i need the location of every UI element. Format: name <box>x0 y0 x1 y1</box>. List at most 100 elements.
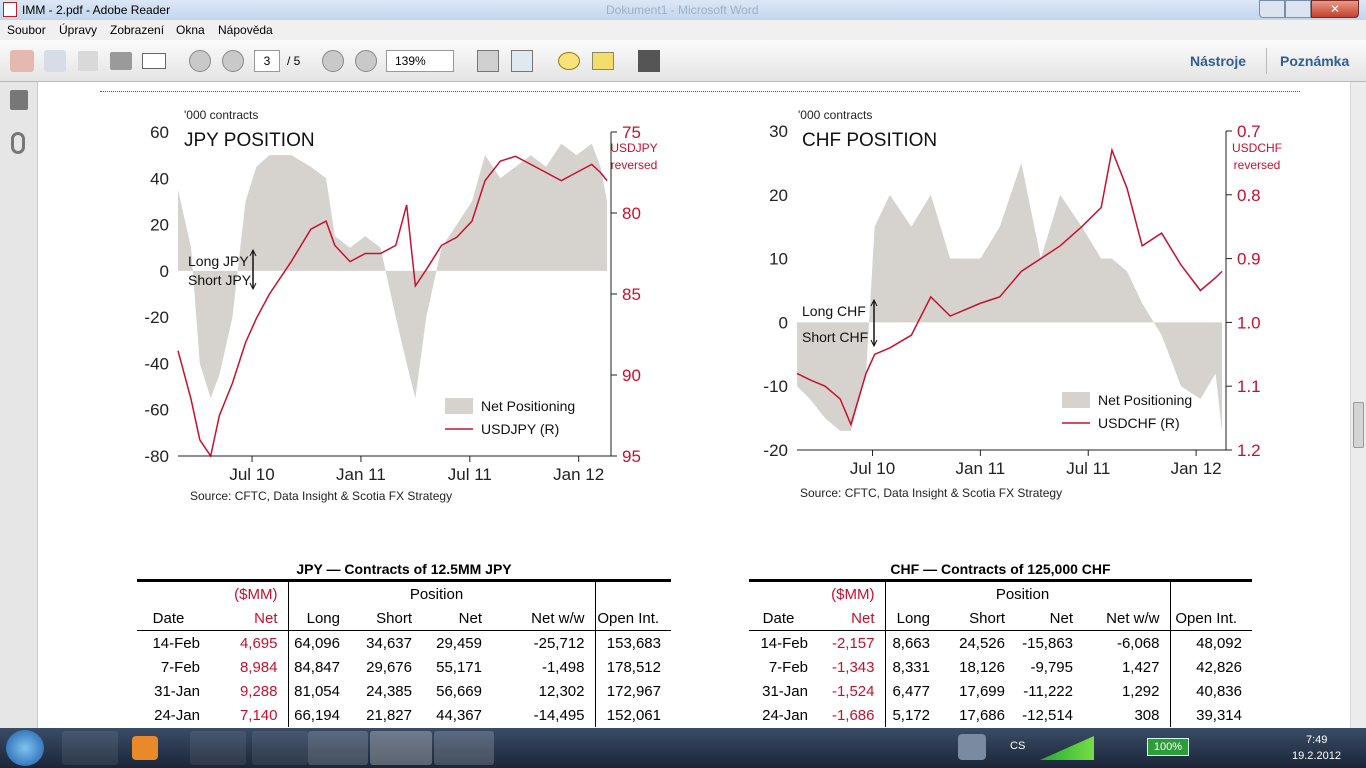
menu-item[interactable]: Zobrazení <box>110 23 165 37</box>
highlight-button[interactable] <box>592 52 614 70</box>
battery-indicator[interactable]: 100% <box>1147 738 1189 756</box>
create-button[interactable] <box>10 50 34 72</box>
background-window-title: Dokument1 - Microsoft Word <box>606 3 759 17</box>
cell: 17,699 <box>959 682 1005 700</box>
signal-icon[interactable] <box>1040 736 1094 760</box>
y2-label: USDJPY <box>610 141 657 155</box>
cell: 81,054 <box>287 679 350 703</box>
fx-rate-line <box>796 147 1223 427</box>
cell: 42,826 <box>1169 655 1252 679</box>
fx-rate-line <box>177 155 608 458</box>
menu-item[interactable]: Okna <box>176 23 205 37</box>
taskbar-app[interactable] <box>62 731 118 765</box>
y2-tick-label: 95 <box>622 447 641 466</box>
column-header: Net w/w <box>492 606 595 631</box>
cell: 172,967 <box>594 679 671 703</box>
toolbar: 3 / 5 139% Nástroje Poznámka <box>0 40 1366 82</box>
menu-bar: Soubor Úpravy Zobrazení Okna Nápověda <box>0 20 1366 40</box>
y-tick-label: -20 <box>144 308 169 327</box>
y-tick-label: 60 <box>150 123 169 142</box>
y-tick-label: -40 <box>144 354 169 373</box>
chart-title: CHF POSITION <box>802 130 937 151</box>
cell: 17,686 <box>959 706 1005 724</box>
cell: 21,827 <box>366 706 412 724</box>
cell: 24,526 <box>959 634 1005 652</box>
title-row: CHF — Contracts of 125,000 CHF <box>749 559 1252 582</box>
email-button[interactable] <box>142 53 166 69</box>
cell: -15,863 <box>1022 634 1073 652</box>
table-title: JPY — Contracts of 12.5MM JPY <box>137 559 671 582</box>
cell: 24-Jan <box>762 706 808 724</box>
cell: 6,477 <box>884 679 940 703</box>
position-label: Position <box>884 580 1170 606</box>
open-button[interactable] <box>44 50 66 72</box>
taskbar-app[interactable] <box>434 731 494 765</box>
close-button[interactable]: ✕ <box>1311 0 1359 18</box>
menu-item[interactable]: Nápověda <box>218 23 273 37</box>
fit-page-button[interactable] <box>477 50 499 72</box>
y-tick-label: 20 <box>769 186 788 205</box>
column-header: Date <box>137 606 210 631</box>
column-header: Long <box>884 606 940 631</box>
header-row: Date Net Long Short Net Net w/w Open Int. <box>749 606 1252 631</box>
comment-button[interactable] <box>558 52 580 70</box>
taskbar-app[interactable] <box>132 736 158 760</box>
restore-button[interactable] <box>1285 0 1311 18</box>
column-header: Short <box>350 606 422 631</box>
prev-page-button[interactable] <box>189 50 211 72</box>
save-button[interactable] <box>78 51 98 71</box>
scroll-thumb[interactable] <box>1353 402 1364 448</box>
taskbar-app-active[interactable] <box>370 731 432 765</box>
column-header: Net <box>210 606 288 631</box>
print-button[interactable] <box>110 52 132 70</box>
language-indicator[interactable]: CS <box>1010 740 1026 752</box>
column-header: Net <box>422 606 492 631</box>
zoom-input[interactable]: 139% <box>386 50 454 72</box>
x-tick-label: Jul 10 <box>850 459 895 478</box>
cell: 40,836 <box>1169 679 1252 703</box>
group-row: ($MM) Position <box>137 580 671 606</box>
clock-time[interactable]: 7:49 <box>1306 734 1328 746</box>
pages-icon[interactable] <box>10 90 28 110</box>
zoom-in-button[interactable] <box>355 50 377 72</box>
x-tick-label: Jul 11 <box>448 465 492 484</box>
column-header: Net <box>1015 606 1083 631</box>
fit-width-button[interactable] <box>511 50 533 72</box>
y-tick-label: -60 <box>144 401 169 420</box>
y2-tick-label: 1.2 <box>1237 441 1261 460</box>
attachments-icon[interactable] <box>11 132 25 154</box>
data-row: 24-Jan -1,686 5,172 17,686 -12,514 308 39,314 <box>749 703 1252 727</box>
column-header: Long <box>287 606 350 631</box>
zoom-out-button[interactable] <box>322 50 344 72</box>
cell: 66,194 <box>287 703 350 727</box>
minimize-button[interactable] <box>1259 0 1285 18</box>
comment-panel-button[interactable]: Poznámka <box>1280 53 1350 69</box>
next-page-button[interactable] <box>222 50 244 72</box>
taskbar-app[interactable] <box>252 731 308 765</box>
cell: -2,157 <box>831 634 875 652</box>
tray-icon[interactable] <box>958 734 986 760</box>
arrow-head <box>249 248 257 257</box>
cell: -9,795 <box>1030 658 1073 676</box>
start-button[interactable] <box>6 730 44 766</box>
legend-label: Net Positioning <box>1098 392 1192 408</box>
y2-tick-label: 1.0 <box>1237 313 1261 332</box>
cell: 8,984 <box>239 658 278 676</box>
taskbar-app[interactable] <box>190 731 246 765</box>
cell: -6,068 <box>1116 634 1160 652</box>
cell: -1,524 <box>831 682 875 700</box>
legend-label: Net Positioning <box>481 398 575 414</box>
page-total: / 5 <box>287 54 301 68</box>
menu-item[interactable]: Soubor <box>7 23 46 37</box>
page-input[interactable]: 3 <box>254 50 280 72</box>
menu-item[interactable]: Úpravy <box>59 23 98 37</box>
source-note: Source: CFTC, Data Insight & Scotia FX S… <box>800 486 1062 500</box>
scrollbar[interactable] <box>1350 82 1366 728</box>
taskbar-app[interactable] <box>308 731 368 765</box>
fullscreen-button[interactable] <box>638 50 660 72</box>
clock-date[interactable]: 19.2.2012 <box>1292 750 1341 762</box>
group-row: ($MM) Position <box>749 580 1252 606</box>
header-row: Date Net Long Short Net Net w/w Open Int. <box>137 606 671 631</box>
position-label: Position <box>287 580 595 606</box>
tools-button[interactable]: Nástroje <box>1190 53 1247 69</box>
